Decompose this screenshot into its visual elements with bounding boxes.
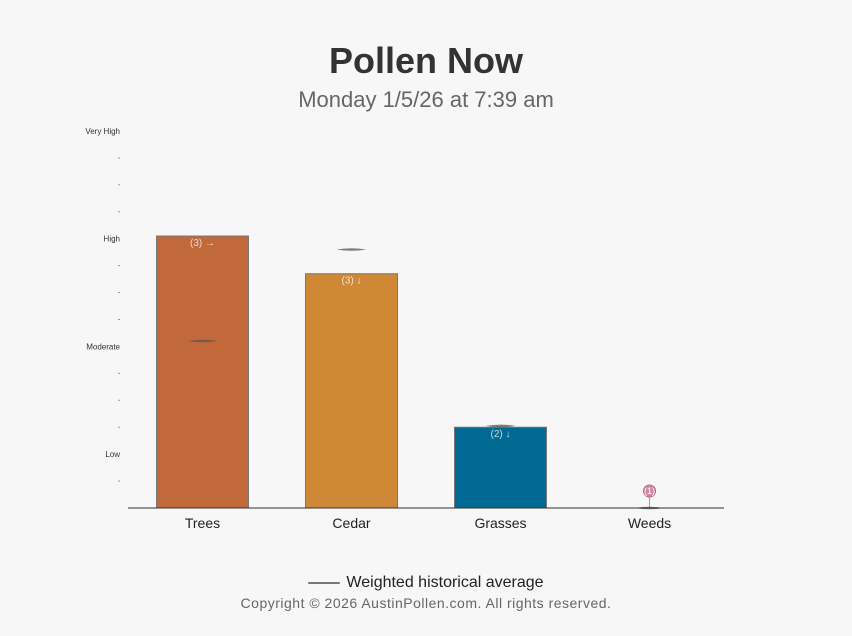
y-tick-label: Moderate <box>86 342 120 351</box>
historical-average-marker <box>336 248 367 251</box>
pollen-bar-chart: Low Moderate High Very High (3) → Trees (3) ↓ C… <box>85 127 724 531</box>
chart-legend: Weighted historical average <box>0 574 852 592</box>
bar-marker-weeds <box>643 484 656 498</box>
chart-title: Pollen Now <box>328 40 523 81</box>
y-tick-label: Very High <box>85 127 120 136</box>
bar-label-grasses: (2) ↓ <box>491 429 511 440</box>
legend-label: Weighted historical average <box>346 574 544 591</box>
historical-average-marker <box>187 339 218 343</box>
x-tick-label: Cedar <box>332 515 370 531</box>
y-tick-label: Low <box>105 450 120 459</box>
y-tick-label: High <box>104 235 120 244</box>
historical-average-marker <box>485 424 516 428</box>
x-tick-label: Trees <box>185 515 220 531</box>
bar-label-cedar: (3) ↓ <box>342 276 362 287</box>
x-tick-label: Grasses <box>474 515 526 531</box>
x-tick-label: Weeds <box>628 515 671 531</box>
chart-subtitle: Monday 1/5/26 at 7:39 am <box>298 87 554 112</box>
copyright-text: Copyright © 2026 AustinPollen.com. All r… <box>240 595 612 611</box>
bar-label-trees: (3) → <box>190 238 215 249</box>
bar-label-weeds: (1) <box>644 486 655 496</box>
bar-trees <box>156 235 249 509</box>
historical-average-legend-swatch <box>308 581 341 584</box>
bar-cedar <box>305 273 398 509</box>
